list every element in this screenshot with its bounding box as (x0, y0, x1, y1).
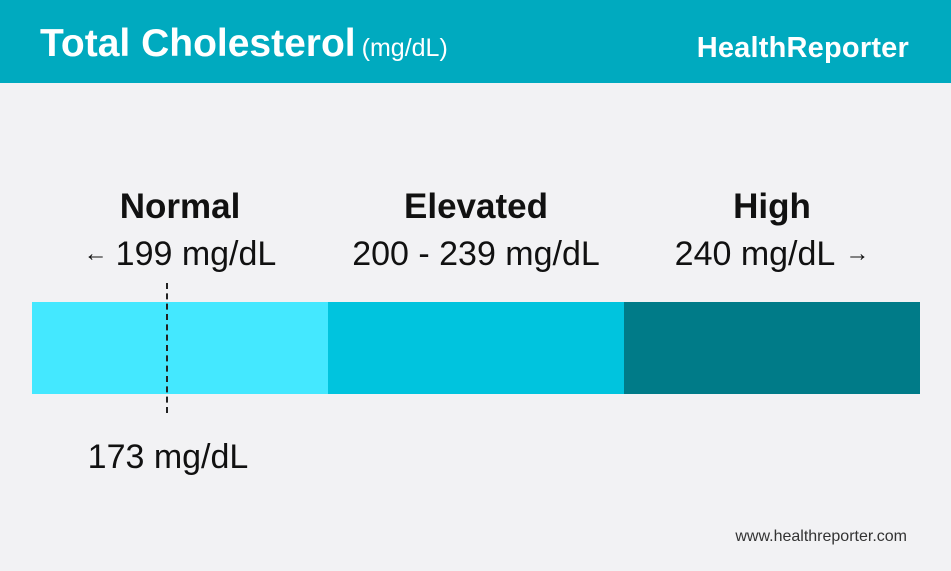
bar-normal (32, 302, 328, 394)
range-value-elevated: 200 - 239 mg/dL (328, 233, 624, 275)
bar-elevated (328, 302, 624, 394)
range-value-text: 200 - 239 mg/dL (352, 235, 600, 273)
range-title-elevated: Elevated (404, 187, 548, 226)
value-marker-line (166, 283, 168, 413)
range-value-high: 240 mg/dL → (624, 233, 920, 275)
arrow-right-icon: → (845, 240, 870, 267)
header-bar: Total Cholesterol (mg/dL) HealthReporter (0, 0, 951, 83)
arrow-left-icon: ← (83, 240, 108, 267)
source-url: www.healthreporter.com (735, 528, 907, 545)
range-value-normal: ← 199 mg/dL (32, 233, 328, 275)
title-text: Total Cholesterol (40, 22, 356, 65)
value-marker-label: 173 mg/dL (87, 438, 249, 476)
range-value-text: 199 mg/dL (115, 235, 277, 273)
chart-title: Total Cholesterol (mg/dL) (40, 20, 448, 72)
range-title-high: High (733, 187, 811, 226)
bar-high (624, 302, 920, 394)
range-title-normal: Normal (119, 187, 241, 226)
brand-logo: HealthReporter (696, 32, 909, 64)
title-unit: (mg/dL) (361, 34, 448, 62)
range-value-text: 240 mg/dL (674, 235, 836, 273)
